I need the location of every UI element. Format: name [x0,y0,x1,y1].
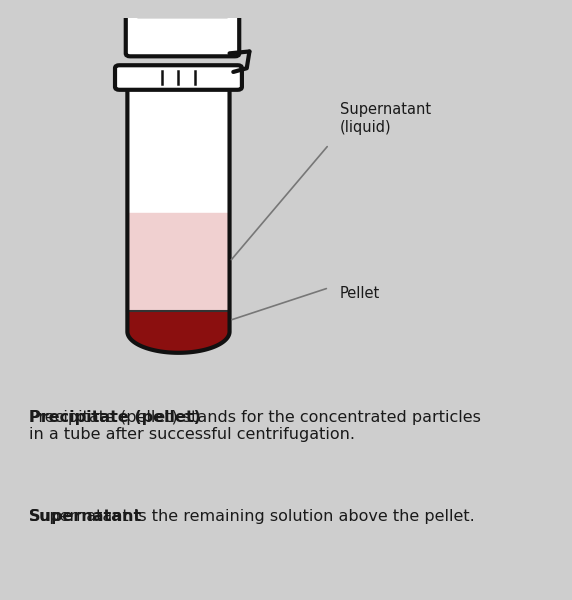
Polygon shape [128,311,229,353]
Text: Supernatant
(liquid): Supernatant (liquid) [340,102,431,134]
FancyBboxPatch shape [115,65,242,90]
FancyBboxPatch shape [136,5,229,17]
Text: Precipitate (pellet): Precipitate (pellet) [29,410,200,425]
Text: Precipitate (pellet) stands for the concentrated particles
in a tube after succe: Precipitate (pellet) stands for the conc… [29,410,480,442]
FancyBboxPatch shape [126,0,239,56]
Text: Pellet: Pellet [340,286,380,301]
Polygon shape [128,85,229,353]
Text: Supernatant: Supernatant [29,509,142,524]
Polygon shape [128,212,229,311]
Text: Supernatant is the remaining solution above the pellet.: Supernatant is the remaining solution ab… [29,509,474,524]
